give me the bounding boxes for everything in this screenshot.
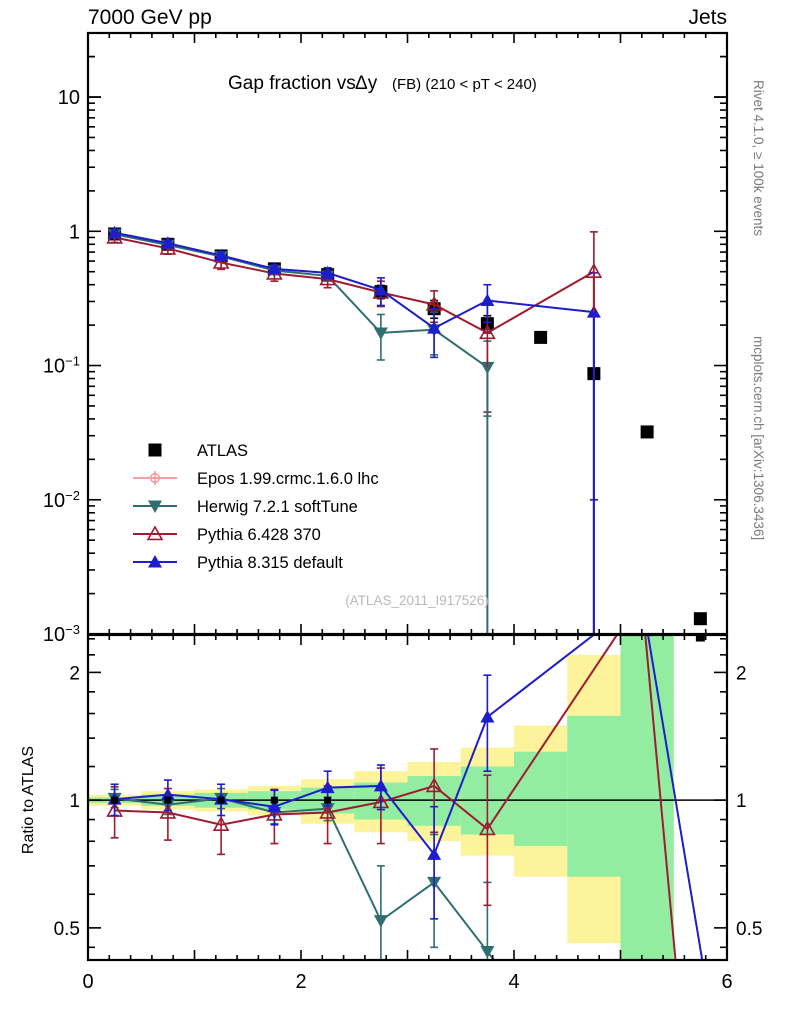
- plot-legend: ATLAS Epos 1.99.crmc.1.6.0 lhc Herwig 7.2.…: [133, 442, 379, 572]
- ratio-series-line: [114, 635, 704, 960]
- legend-entry[interactable]: Pythia 6.428 370: [133, 525, 321, 544]
- x-axis-ticks: [87, 635, 728, 960]
- filled-square-marker: [111, 796, 119, 804]
- filled-triangle-up-marker: [267, 261, 282, 275]
- open-triangle-up-marker: [146, 525, 164, 541]
- rivet-version-label: Rivet 4.1.0, ≥ 100k events: [751, 80, 766, 236]
- legend-entry[interactable]: Herwig 7.2.1 softTune: [133, 498, 358, 516]
- filled-triangle-up-marker: [373, 283, 388, 296]
- ratio-error-bar: [430, 805, 439, 920]
- filled-triangle-up-marker: [480, 293, 495, 306]
- filled-square-marker: [640, 425, 654, 439]
- x-tick-label: 6: [721, 971, 732, 993]
- filled-triangle-down-marker: [148, 500, 162, 513]
- header-left-label: 7000 GeV pp: [88, 6, 212, 29]
- ratio-series-line: [114, 797, 496, 960]
- band-inner: [514, 751, 568, 846]
- series-line: [114, 236, 595, 335]
- ratio-error-bar: [483, 674, 492, 773]
- x-axis-ticks: [87, 33, 728, 634]
- plot-title: Gap fraction vs Δy (FB) (210 < pT < 240): [228, 73, 537, 94]
- open-triangle-up-marker: [212, 816, 230, 832]
- filled-triangle-down-marker: [480, 945, 495, 959]
- legend-label: ATLAS: [197, 442, 248, 460]
- open-cross-circle-marker: [148, 471, 162, 485]
- filled-triangle-up-marker: [427, 321, 442, 334]
- open-triangle-up-marker: [479, 820, 496, 836]
- main-y-axis-ticks: [88, 32, 727, 635]
- filled-square-marker: [217, 796, 225, 804]
- filled-triangle-down-marker: [373, 327, 388, 340]
- ratio-error-bar: [483, 774, 492, 907]
- filled-triangle-up-marker: [320, 780, 335, 794]
- x-tick-label: 2: [295, 971, 306, 993]
- analysis-watermark: (ATLAS_2011_I917526): [345, 593, 489, 608]
- filled-triangle-up-marker: [267, 799, 282, 813]
- open-triangle-up-marker: [159, 803, 177, 819]
- main-plot-area: [106, 225, 707, 634]
- filled-triangle-up-marker: [214, 248, 229, 261]
- main-panel-frame: [86, 31, 729, 636]
- main-y-tick-label: 10−3: [43, 622, 80, 647]
- filled-square-marker: [324, 796, 332, 804]
- main-y-tick-label: 1: [69, 221, 80, 243]
- filled-square-marker: [695, 635, 705, 642]
- filled-triangle-up-marker: [373, 778, 388, 792]
- main-y-tick-label: 10−1: [43, 353, 80, 378]
- ratio-plot-area: [106, 635, 705, 960]
- ratio-y-tick-label-right: 0.5: [736, 919, 762, 940]
- axes-layer: [86, 31, 729, 962]
- open-triangle-up-marker: [319, 803, 336, 819]
- plot-title-delta: Δy: [355, 73, 378, 94]
- ratio-uncertainty-bands: [88, 635, 727, 960]
- open-triangle-up-marker: [479, 324, 496, 340]
- series-line: [114, 233, 488, 369]
- axis-tick-labels: 10 1 10−1 10−2 10−3 2 2 1 1 0.5 0.5 0 2 4 6: [43, 87, 763, 993]
- legend-entry[interactable]: Pythia 8.315 default: [133, 554, 343, 572]
- plot-title-main: Gap fraction vs: [228, 73, 356, 94]
- legend-label: Herwig 7.2.1 softTune: [197, 498, 358, 516]
- band-inner: [620, 635, 674, 960]
- legend-entry[interactable]: ATLAS: [148, 442, 249, 460]
- ratio-error-bar: [376, 865, 385, 960]
- legend-entry[interactable]: Epos 1.99.crmc.1.6.0 lhc: [133, 470, 379, 488]
- x-tick-label: 4: [508, 971, 519, 993]
- filled-square-marker: [148, 443, 162, 457]
- header-right-label: Jets: [688, 6, 727, 29]
- filled-triangle-up-marker: [320, 265, 335, 279]
- ratio-y-tick-label-left: 1: [69, 791, 80, 812]
- ratio-axis-title: Ratio to ATLAS: [20, 746, 37, 854]
- main-y-tick-label: 10: [58, 87, 80, 109]
- ratio-y-tick-label-right: 2: [736, 663, 747, 684]
- filled-triangle-up-marker: [107, 225, 122, 239]
- ratio-y-tick-label-right: 1: [736, 791, 747, 812]
- filled-square-marker: [534, 330, 548, 344]
- filled-square-marker: [270, 796, 278, 804]
- ratio-y-tick-label-left: 2: [69, 663, 80, 684]
- open-triangle-up-marker: [425, 777, 443, 793]
- ratio-y-tick-label-left: 0.5: [54, 919, 80, 940]
- filled-triangle-up-marker: [148, 555, 162, 568]
- x-tick-label: 0: [82, 971, 93, 993]
- plot-title-suffix: (FB) (210 < pT < 240): [392, 76, 537, 93]
- legend-label: Epos 1.99.crmc.1.6.0 lhc: [197, 470, 379, 488]
- mcplots-source-label: mcplots.cern.ch [arXiv:1306.3436]: [751, 336, 766, 540]
- main-y-tick-label: 10−2: [43, 487, 80, 512]
- filled-square-marker: [693, 612, 707, 626]
- legend-label: Pythia 6.428 370: [197, 526, 321, 544]
- filled-triangle-up-marker: [427, 847, 442, 860]
- filled-triangle-down-marker: [373, 915, 388, 928]
- open-triangle-up-marker: [212, 253, 230, 269]
- filled-triangle-up-marker: [480, 710, 495, 723]
- band-inner: [567, 715, 621, 877]
- ratio-y-axis-ticks: [88, 637, 727, 949]
- filled-triangle-up-marker: [160, 236, 175, 249]
- filled-square-marker: [164, 796, 172, 804]
- legend-label: Pythia 8.315 default: [197, 554, 343, 572]
- ratio-series-line: [114, 635, 677, 960]
